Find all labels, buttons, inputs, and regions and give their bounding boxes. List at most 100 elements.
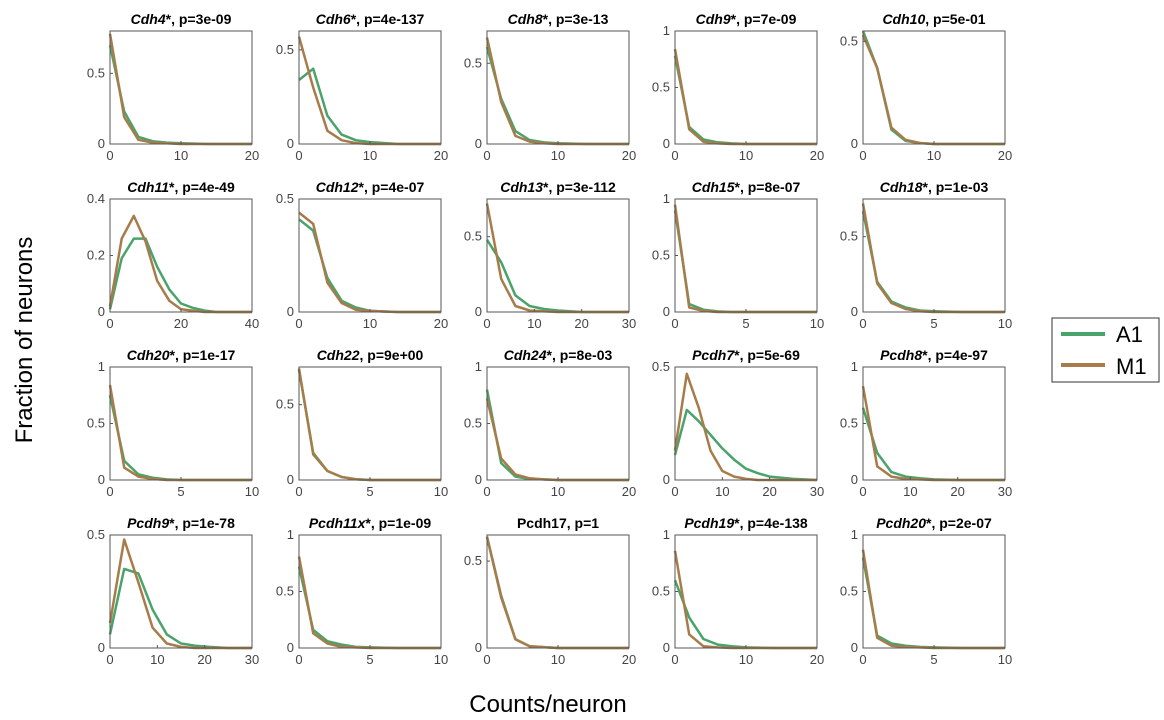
panel-axes bbox=[674, 198, 818, 313]
series-line-m1 bbox=[108, 33, 252, 146]
series-line-m1 bbox=[673, 204, 817, 314]
gene-name: Pcdh7 bbox=[692, 347, 735, 363]
p-value: , p=5e-01 bbox=[925, 11, 986, 27]
panel-axes bbox=[486, 366, 630, 481]
panel-cdh9: Cdh9*, p=7e-09 0 10 20 0 0.5 1 bbox=[652, 11, 824, 163]
significance-star: * bbox=[166, 11, 172, 27]
x-tick-label: 20 bbox=[434, 148, 448, 163]
y-tick-label: 0.5 bbox=[464, 55, 482, 70]
panel-title: Cdh22, p=9e+00 bbox=[317, 347, 424, 363]
x-tick-label: 0 bbox=[483, 148, 490, 163]
gene-name: Cdh13 bbox=[500, 179, 543, 195]
x-tick-label: 20 bbox=[197, 652, 211, 667]
panel-cdh8: Cdh8*, p=3e-13 0 10 20 0 0.5 bbox=[464, 11, 636, 163]
panel-title: Cdh13*, p=3e-112 bbox=[500, 179, 616, 195]
x-tick-label: 0 bbox=[106, 484, 113, 499]
gene-name: Pcdh20 bbox=[876, 515, 926, 531]
gene-name: Cdh18 bbox=[880, 179, 923, 195]
x-tick-label: 40 bbox=[245, 316, 259, 331]
y-tick-label: 0 bbox=[851, 472, 858, 487]
panel-axes bbox=[674, 366, 818, 481]
panel-title: Pcdh8*, p=4e-97 bbox=[880, 347, 988, 363]
significance-star: * bbox=[170, 347, 176, 363]
panel-pcdh9: Pcdh9*, p=1e-78 0 10 20 30 0 0.5 bbox=[87, 515, 259, 667]
x-tick-label: 5 bbox=[366, 484, 373, 499]
series-line-a1 bbox=[673, 55, 817, 146]
series-line-a1 bbox=[297, 566, 441, 650]
y-tick-label: 0 bbox=[475, 304, 482, 319]
series-line-a1 bbox=[108, 237, 252, 314]
p-value: , p=4e-137 bbox=[356, 11, 424, 27]
x-axis-label: Counts/neuron bbox=[469, 691, 626, 718]
series-line-m1 bbox=[108, 384, 252, 482]
y-tick-label: 0.5 bbox=[840, 229, 858, 244]
panel-pcdh11x: Pcdh11x*, p=1e-09 0 5 10 0 0.5 1 bbox=[276, 515, 448, 667]
gene-name: Cdh8 bbox=[508, 11, 543, 27]
series-line-m1 bbox=[108, 538, 252, 650]
y-tick-label: 0 bbox=[851, 304, 858, 319]
panel-axes bbox=[862, 534, 1006, 649]
y-tick-label: 0 bbox=[851, 136, 858, 151]
series-line-m1 bbox=[861, 549, 1005, 650]
y-tick-label: 0.5 bbox=[840, 584, 858, 599]
legend-label-a1: A1 bbox=[1116, 322, 1143, 347]
significance-star: * bbox=[926, 515, 932, 531]
x-tick-label: 20 bbox=[622, 484, 636, 499]
significance-star: * bbox=[734, 347, 740, 363]
gene-name: Cdh24 bbox=[504, 347, 547, 363]
series-line-m1 bbox=[485, 37, 629, 146]
panel-title: Cdh10, p=5e-01 bbox=[882, 11, 985, 27]
x-tick-label: 20 bbox=[998, 148, 1012, 163]
panel-axes bbox=[486, 198, 630, 313]
y-tick-label: 0.5 bbox=[840, 33, 858, 48]
y-tick-label: 0.5 bbox=[652, 80, 670, 95]
p-value: , p=4e-97 bbox=[928, 347, 989, 363]
p-value: , p=1e-78 bbox=[175, 515, 236, 531]
x-tick-label: 5 bbox=[742, 316, 749, 331]
x-tick-label: 5 bbox=[930, 652, 937, 667]
y-tick-label: 0.5 bbox=[464, 553, 482, 568]
x-tick-label: 20 bbox=[434, 316, 448, 331]
x-tick-label: 10 bbox=[434, 652, 448, 667]
significance-star: * bbox=[922, 347, 928, 363]
y-tick-label: 1 bbox=[851, 359, 858, 374]
p-value: , p=4e-49 bbox=[174, 179, 235, 195]
series-line-m1 bbox=[673, 48, 817, 146]
x-tick-label: 20 bbox=[762, 484, 776, 499]
series-line-a1 bbox=[298, 218, 441, 314]
y-tick-label: 1 bbox=[287, 527, 294, 542]
significance-star: * bbox=[923, 179, 929, 195]
legend-label-m1: M1 bbox=[1116, 354, 1147, 379]
x-tick-label: 10 bbox=[174, 148, 188, 163]
significance-star: * bbox=[734, 515, 740, 531]
y-tick-label: 0.5 bbox=[464, 416, 482, 431]
panel-cdh4: Cdh4*, p=3e-09 0 10 20 0 0.5 bbox=[87, 11, 259, 163]
y-tick-label: 1 bbox=[851, 527, 858, 542]
x-tick-label: 10 bbox=[903, 484, 917, 499]
series-line-a1 bbox=[673, 408, 818, 482]
panel-cdh20: Cdh20*, p=1e-17 0 5 10 0 0.5 1 bbox=[87, 347, 259, 499]
panel-axes bbox=[109, 198, 253, 313]
p-value: , p=3e-09 bbox=[171, 11, 232, 27]
y-tick-label: 1 bbox=[663, 191, 670, 206]
series-line-a1 bbox=[673, 579, 817, 650]
series-line-a1 bbox=[861, 210, 1005, 314]
x-tick-label: 20 bbox=[622, 148, 636, 163]
panel-title: Pcdh11x*, p=1e-09 bbox=[309, 515, 432, 531]
x-tick-label: 10 bbox=[739, 652, 753, 667]
y-tick-label: 0 bbox=[98, 304, 105, 319]
panel-title: Cdh15*, p=8e-07 bbox=[692, 179, 801, 195]
x-tick-label: 10 bbox=[551, 148, 565, 163]
significance-star: * bbox=[365, 515, 371, 531]
y-tick-label: 0.4 bbox=[87, 191, 105, 206]
x-tick-label: 0 bbox=[671, 316, 678, 331]
panel-title-text: Pcdh17, p=1 bbox=[517, 515, 599, 531]
series-line-a1 bbox=[861, 30, 1005, 146]
series-line-a1 bbox=[673, 210, 817, 314]
x-tick-label: 10 bbox=[715, 484, 729, 499]
x-tick-label: 10 bbox=[245, 484, 259, 499]
x-tick-label: 0 bbox=[671, 148, 678, 163]
y-tick-label: 0.5 bbox=[276, 42, 294, 57]
x-tick-label: 5 bbox=[366, 652, 373, 667]
